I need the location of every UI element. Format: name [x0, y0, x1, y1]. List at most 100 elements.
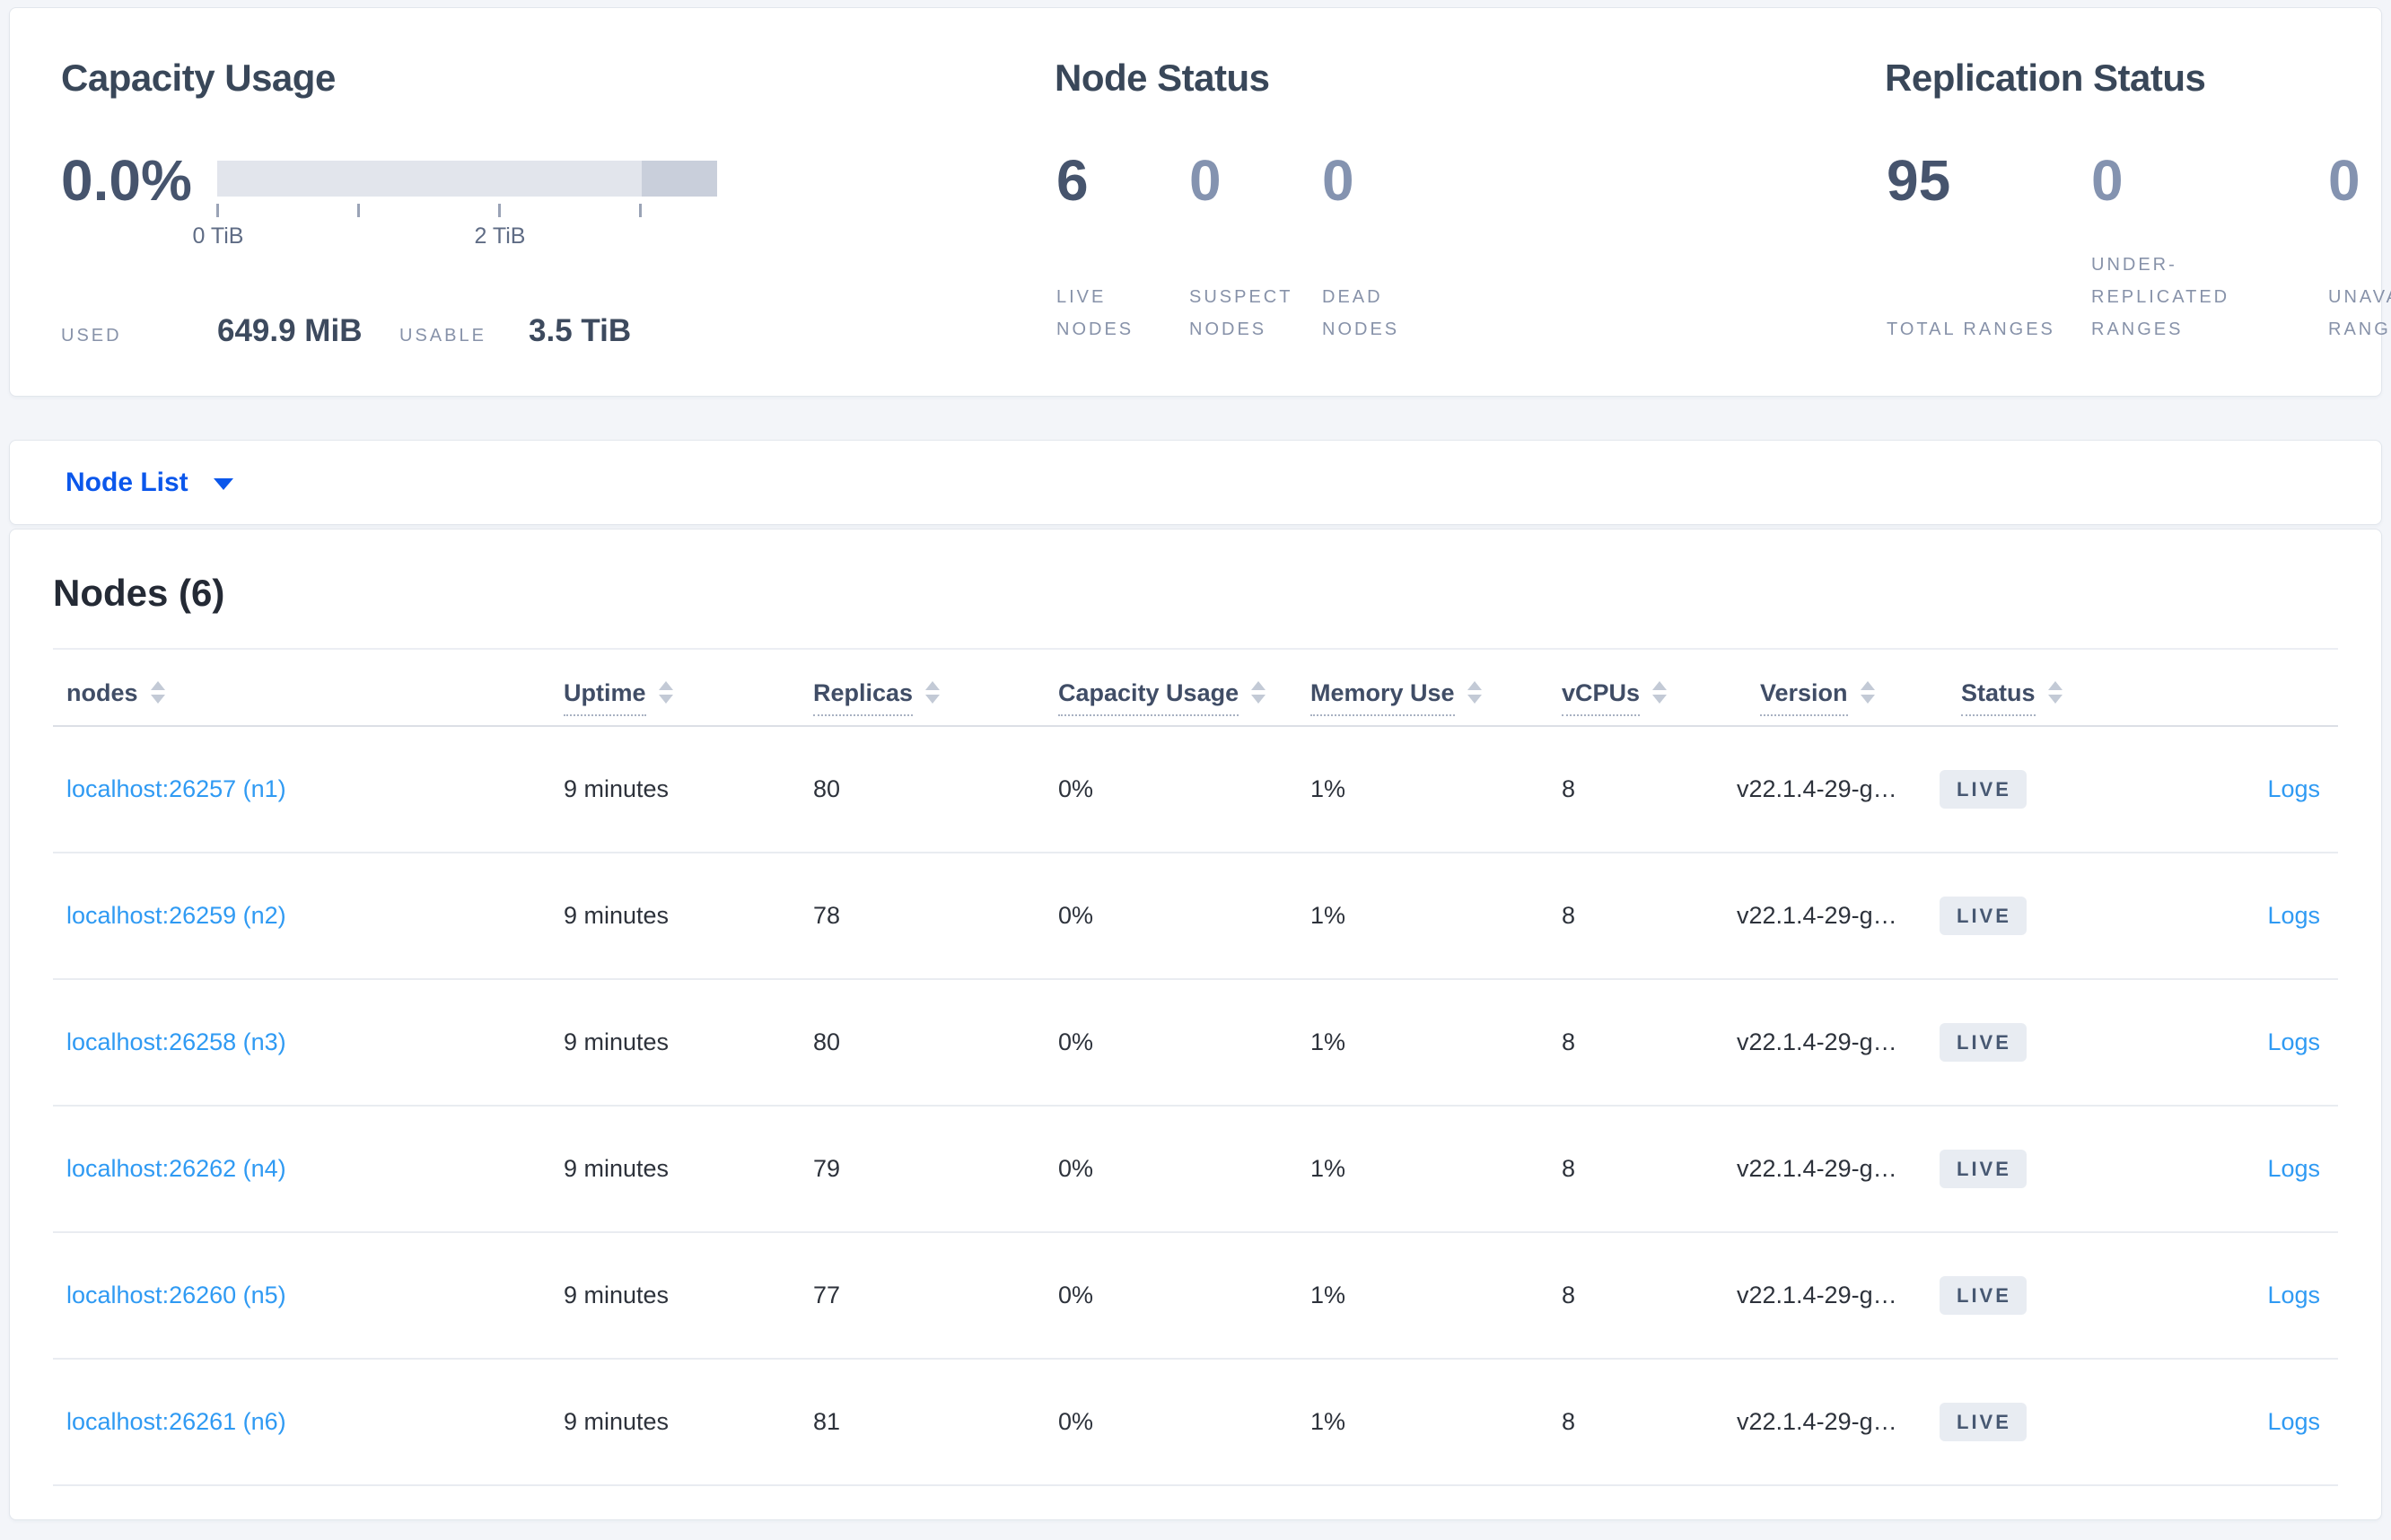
column-header-logs — [2168, 650, 2338, 725]
axis-tick-label: 0 TiB — [192, 223, 244, 249]
capacity-cell: 0% — [1058, 1155, 1094, 1182]
status-badge: LIVE — [1940, 1150, 2027, 1188]
capacity-percent-value: 0.0% — [61, 148, 192, 213]
divider — [53, 648, 2338, 650]
replicas-cell: 77 — [813, 1282, 841, 1308]
node-status-title: Node Status — [1055, 57, 1270, 99]
capacity-stats-row: USED 649.9 MiB USABLE 3.5 TiB — [61, 313, 631, 349]
live-nodes-metric: 6 LIVE NODES — [1056, 150, 1182, 346]
version-cell: v22.1.4-29-g… — [1737, 1155, 1897, 1182]
capacity-cell: 0% — [1058, 1408, 1094, 1435]
capacity-usage-bar — [217, 161, 717, 197]
unavailable-ranges-label: UNAVAILABLE RANGES — [2328, 287, 2391, 339]
logs-link[interactable]: Logs — [2267, 902, 2320, 929]
status-badge: LIVE — [1940, 1403, 2027, 1441]
node-link[interactable]: localhost:26258 (n3) — [66, 1028, 286, 1055]
used-label: USED — [61, 326, 122, 346]
uptime-cell: 9 minutes — [564, 1408, 670, 1435]
chevron-down-icon — [213, 478, 233, 490]
table-row: localhost:26258 (n3) 9 minutes 80 0% 1% … — [53, 980, 2338, 1107]
dead-nodes-value: 0 — [1322, 148, 1354, 213]
node-list-dropdown[interactable]: Node List — [66, 468, 233, 498]
replicas-cell: 79 — [813, 1155, 841, 1182]
uptime-cell: 9 minutes — [564, 1155, 670, 1182]
axis-tick — [357, 204, 360, 217]
memory-cell: 1% — [1310, 1028, 1346, 1055]
axis-tick — [216, 204, 219, 217]
dead-nodes-metric: 0 DEAD NODES — [1322, 150, 1457, 346]
node-link[interactable]: localhost:26262 (n4) — [66, 1155, 286, 1182]
replicas-cell: 81 — [813, 1408, 841, 1435]
capacity-usage-section: Capacity Usage 0.0% 0 TiB 2 TiB USED 649… — [61, 8, 1030, 396]
node-link[interactable]: localhost:26261 (n6) — [66, 1408, 286, 1435]
sort-icon — [925, 681, 941, 704]
version-cell: v22.1.4-29-g… — [1737, 1408, 1897, 1435]
table-row: localhost:26261 (n6) 9 minutes 81 0% 1% … — [53, 1360, 2338, 1486]
sort-icon — [2047, 681, 2063, 704]
uptime-cell: 9 minutes — [564, 1028, 670, 1055]
version-cell: v22.1.4-29-g… — [1737, 1282, 1897, 1308]
sort-icon — [1860, 681, 1875, 704]
vcpus-cell: 8 — [1562, 902, 1576, 929]
replicas-cell: 80 — [813, 775, 841, 802]
vcpus-cell: 8 — [1562, 1282, 1576, 1308]
logs-link[interactable]: Logs — [2267, 1282, 2320, 1308]
table-row: localhost:26259 (n2) 9 minutes 78 0% 1% … — [53, 853, 2338, 980]
logs-link[interactable]: Logs — [2267, 1028, 2320, 1055]
logs-link[interactable]: Logs — [2267, 775, 2320, 802]
replicas-cell: 78 — [813, 902, 841, 929]
cluster-summary-card: Capacity Usage 0.0% 0 TiB 2 TiB USED 649… — [9, 7, 2391, 397]
uptime-cell: 9 minutes — [564, 902, 670, 929]
column-header-nodes[interactable]: nodes — [66, 650, 564, 725]
memory-cell: 1% — [1310, 1155, 1346, 1182]
memory-cell: 1% — [1310, 1282, 1346, 1308]
capacity-usage-bar-segment — [642, 161, 717, 197]
node-link[interactable]: localhost:26257 (n1) — [66, 775, 286, 802]
sort-icon — [1652, 681, 1668, 704]
unavailable-ranges-metric: 0 UNAVAILABLE RANGES — [2328, 150, 2391, 346]
version-cell: v22.1.4-29-g… — [1737, 902, 1897, 929]
table-row: localhost:26257 (n1) 9 minutes 80 0% 1% … — [53, 727, 2338, 853]
column-header-memory-use[interactable]: Memory Use — [1310, 650, 1562, 725]
uptime-cell: 9 minutes — [564, 775, 670, 802]
suspect-nodes-metric: 0 SUSPECT NODES — [1189, 150, 1324, 346]
column-header-vcpus[interactable]: vCPUs — [1562, 650, 1760, 725]
node-link[interactable]: localhost:26259 (n2) — [66, 902, 286, 929]
node-status-section: Node Status 6 LIVE NODES 0 SUSPECT NODES… — [1055, 8, 1844, 396]
status-badge: LIVE — [1940, 1023, 2027, 1062]
used-value: 649.9 MiB — [217, 313, 363, 348]
live-nodes-value: 6 — [1056, 148, 1089, 213]
capacity-cell: 0% — [1058, 775, 1094, 802]
under-replicated-ranges-metric: 0 UNDER-REPLICATED RANGES — [2091, 150, 2307, 346]
uptime-cell: 9 minutes — [564, 1282, 670, 1308]
column-header-version[interactable]: Version — [1760, 650, 1961, 725]
capacity-cell: 0% — [1058, 1028, 1094, 1055]
vcpus-cell: 8 — [1562, 1408, 1576, 1435]
sort-icon — [150, 681, 165, 704]
memory-cell: 1% — [1310, 1408, 1346, 1435]
unavailable-ranges-value: 0 — [2328, 148, 2360, 213]
column-header-uptime[interactable]: Uptime — [564, 650, 813, 725]
vcpus-cell: 8 — [1562, 775, 1576, 802]
capacity-cell: 0% — [1058, 902, 1094, 929]
status-badge: LIVE — [1940, 897, 2027, 935]
logs-link[interactable]: Logs — [2267, 1408, 2320, 1435]
column-header-status[interactable]: Status — [1961, 650, 2168, 725]
axis-tick — [639, 204, 642, 217]
sort-icon — [1251, 681, 1266, 704]
table-header-row: nodes Uptime Replicas Capacity Usage Mem… — [53, 650, 2338, 727]
table-row: localhost:26260 (n5) 9 minutes 77 0% 1% … — [53, 1233, 2338, 1360]
axis-tick-label: 2 TiB — [474, 223, 526, 249]
column-header-replicas[interactable]: Replicas — [813, 650, 1058, 725]
node-link[interactable]: localhost:26260 (n5) — [66, 1282, 286, 1308]
view-selector-bar: Node List — [9, 440, 2382, 525]
live-nodes-label: LIVE NODES — [1056, 287, 1134, 339]
nodes-table-card: Nodes (6) nodes Uptime Replicas Capacity… — [9, 529, 2382, 1520]
version-cell: v22.1.4-29-g… — [1737, 775, 1897, 802]
total-ranges-metric: 95 TOTAL RANGES — [1887, 150, 2075, 346]
column-header-capacity-usage[interactable]: Capacity Usage — [1058, 650, 1310, 725]
logs-link[interactable]: Logs — [2267, 1155, 2320, 1182]
sort-icon — [1467, 681, 1482, 704]
suspect-nodes-label: SUSPECT NODES — [1189, 287, 1293, 339]
node-list-dropdown-label: Node List — [66, 467, 188, 497]
